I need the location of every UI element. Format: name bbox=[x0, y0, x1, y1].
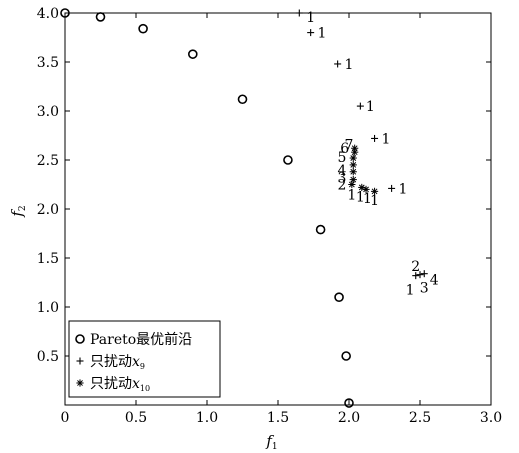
data-marks bbox=[60, 8, 428, 408]
point-annotation: 4 bbox=[430, 273, 439, 289]
point-circle bbox=[138, 23, 148, 34]
point-circle bbox=[95, 12, 106, 22]
point-asterisk bbox=[362, 185, 370, 193]
point-annotation: 1 bbox=[306, 10, 315, 26]
legend-marker-plus bbox=[76, 357, 84, 365]
series-asterisk bbox=[348, 144, 379, 195]
point-circle bbox=[237, 94, 248, 105]
y-axis-label-sub: 2 bbox=[18, 205, 28, 211]
point-circle bbox=[315, 224, 326, 235]
series-circle bbox=[60, 8, 354, 408]
point-annotation: 1 bbox=[370, 193, 379, 209]
y-tick-label: 0.5 bbox=[37, 349, 59, 365]
x-tick-label: 1.5 bbox=[267, 410, 289, 426]
legend-marker-circle bbox=[75, 334, 85, 344]
point-plus bbox=[388, 184, 396, 192]
point-annotation: 1 bbox=[356, 189, 365, 205]
point-asterisk bbox=[349, 161, 357, 169]
point-annotation: 2 bbox=[411, 259, 420, 275]
legend-label: 只扰动x9 bbox=[90, 354, 145, 371]
y-tick-label: 3.5 bbox=[37, 55, 59, 71]
point-annotation: 5 bbox=[337, 150, 346, 166]
point-annotation: 1 bbox=[381, 131, 390, 147]
point-plus bbox=[416, 271, 424, 279]
point-plus bbox=[420, 270, 428, 278]
point-annotation: 1 bbox=[398, 181, 407, 197]
y-axis-label-base: f bbox=[8, 209, 26, 218]
point-plus bbox=[307, 29, 315, 37]
x-tick-label: 2.0 bbox=[338, 410, 360, 426]
point-annotation: 1 bbox=[366, 99, 375, 115]
legend-label: 只扰动x10 bbox=[90, 376, 150, 393]
point-asterisk bbox=[349, 168, 357, 176]
point-asterisk bbox=[348, 180, 356, 189]
y-tick-label: 1.0 bbox=[37, 300, 59, 316]
point-annotation: 4 bbox=[337, 163, 346, 179]
x-axis-label: f1 bbox=[265, 432, 277, 452]
point-annotation: 1 bbox=[347, 187, 356, 203]
point-plus bbox=[334, 60, 342, 68]
y-tick-label: 2.5 bbox=[37, 153, 59, 169]
x-tick-label: 2.5 bbox=[409, 410, 431, 426]
point-annotation: 6 bbox=[340, 141, 349, 157]
x-axis-label-sub: 1 bbox=[272, 442, 278, 452]
x-tick-label: 3.0 bbox=[480, 410, 502, 426]
point-plus bbox=[295, 9, 303, 17]
point-circle bbox=[334, 292, 344, 303]
point-annotation: 2 bbox=[337, 178, 346, 194]
point-circle bbox=[188, 49, 198, 59]
point-circle bbox=[341, 351, 351, 361]
series-plus bbox=[295, 9, 428, 280]
point-annotation: 1 bbox=[345, 57, 354, 73]
point-asterisk bbox=[349, 154, 357, 162]
legend-marker-asterisk bbox=[76, 379, 84, 387]
x-axis-label-base: f bbox=[265, 432, 274, 450]
legend-box bbox=[68, 320, 221, 398]
point-asterisk bbox=[370, 187, 379, 195]
point-annotation: 1 bbox=[406, 282, 415, 298]
point-asterisk bbox=[349, 176, 357, 184]
y-tick-label: 3.0 bbox=[37, 104, 59, 120]
point-annotation: 1 bbox=[318, 26, 327, 42]
y-tick-label: 4.0 bbox=[37, 6, 59, 22]
x-tick-label: 0 bbox=[61, 410, 70, 426]
x-tick-label: 0.5 bbox=[125, 410, 147, 426]
point-circle bbox=[60, 8, 70, 18]
point-annotation: 3 bbox=[337, 171, 346, 187]
point-annotation: 7 bbox=[345, 137, 354, 153]
point-plus bbox=[371, 134, 379, 142]
point-asterisk bbox=[351, 148, 359, 156]
point-annotation: 1 bbox=[363, 191, 372, 207]
point-annotation: 3 bbox=[420, 280, 429, 296]
point-circle bbox=[283, 155, 293, 165]
point-plus bbox=[412, 272, 420, 280]
y-tick-label: 1.5 bbox=[37, 251, 59, 267]
y-axis-label: f2 bbox=[8, 205, 28, 217]
point-plus bbox=[356, 102, 364, 110]
y-tick-label: 2.0 bbox=[37, 202, 59, 218]
x-tick-label: 1.0 bbox=[196, 410, 218, 426]
axis-ticks: 0 0.5 1.0 1.5 2.0 2.5 3.0 0.5 1.0 1.5 2.0 2.5 3.0 3.5… bbox=[37, 6, 502, 426]
point-circle bbox=[344, 398, 354, 408]
legend-label: Pareto最优前沿 bbox=[90, 331, 192, 348]
